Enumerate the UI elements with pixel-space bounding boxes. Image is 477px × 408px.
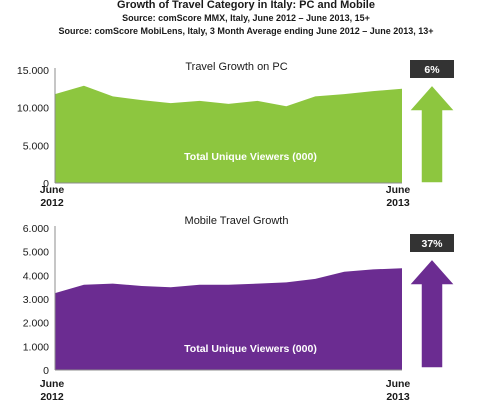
pc-growth-value: 6% bbox=[424, 64, 440, 76]
pc-data-point bbox=[343, 93, 345, 95]
pc-x-tick-label: 2012 bbox=[40, 197, 64, 209]
mobile-y-tick-label: 2.000 bbox=[23, 318, 49, 330]
mobile-data-point bbox=[343, 271, 345, 273]
pc-data-point bbox=[199, 100, 201, 102]
mobile-y-tick-label: 3.000 bbox=[23, 294, 49, 306]
pc-x-tick-label: June bbox=[386, 184, 411, 196]
mobile-data-point bbox=[285, 281, 287, 283]
pc-y-tick-label: 0 bbox=[43, 178, 49, 190]
pc-up-arrow-icon bbox=[407, 83, 457, 184]
pc-y-tick-label: 15.000 bbox=[17, 65, 49, 77]
pc-growth-badge bbox=[410, 60, 454, 78]
mobile-data-point bbox=[401, 267, 403, 269]
mobile-data-point bbox=[141, 285, 143, 287]
pc-data-point bbox=[285, 105, 287, 107]
mobile-data-point bbox=[372, 268, 374, 270]
mobile-data-point bbox=[170, 286, 172, 288]
mobile-y-tick-label: 6.000 bbox=[23, 223, 49, 235]
mobile-growth-value: 37% bbox=[421, 238, 443, 250]
mobile-area-label: Total Unique Viewers (000) bbox=[184, 343, 317, 355]
pc-x-tick-label: June bbox=[40, 184, 65, 196]
mobile-data-point bbox=[228, 284, 230, 286]
pc-x-tick-label: 2013 bbox=[386, 197, 410, 209]
pc-data-point bbox=[112, 95, 114, 97]
chart-source-pc: Source: comScore MMX, Italy, June 2012 –… bbox=[122, 13, 370, 23]
mobile-chart-title: Mobile Travel Growth bbox=[185, 215, 289, 227]
mobile-x-tick-label: 2012 bbox=[40, 391, 64, 403]
mobile-y-tick-label: 0 bbox=[43, 365, 49, 377]
chart-main-title: Growth of Travel Category in Italy: PC a… bbox=[117, 0, 375, 11]
mobile-x-tick-label: June bbox=[386, 378, 411, 390]
mobile-data-point bbox=[256, 283, 258, 285]
mobile-growth-badge bbox=[410, 234, 454, 252]
pc-data-point bbox=[401, 88, 403, 90]
pc-data-point bbox=[372, 90, 374, 92]
mobile-data-point bbox=[314, 278, 316, 280]
pc-area-label: Total Unique Viewers (000) bbox=[184, 151, 317, 163]
pc-y-tick-label: 10.000 bbox=[17, 103, 49, 115]
mobile-x-tick-label: June bbox=[40, 378, 65, 390]
pc-data-point bbox=[228, 103, 230, 105]
pc-data-point bbox=[141, 99, 143, 101]
mobile-area-series bbox=[55, 268, 402, 370]
mobile-y-tick-label: 1.000 bbox=[23, 341, 49, 353]
mobile-x-tick-label: 2013 bbox=[386, 391, 410, 403]
chart-source-mobile: Source: comScore MobiLens, Italy, 3 Mont… bbox=[58, 26, 433, 36]
mobile-data-point bbox=[83, 284, 85, 286]
mobile-data-point bbox=[199, 284, 201, 286]
pc-data-point bbox=[83, 85, 85, 87]
mobile-y-tick-label: 5.000 bbox=[23, 247, 49, 259]
pc-data-point bbox=[256, 100, 258, 102]
mobile-up-arrow-icon bbox=[407, 257, 457, 369]
pc-y-tick-label: 5.000 bbox=[23, 140, 49, 152]
pc-data-point bbox=[170, 102, 172, 104]
pc-data-point bbox=[314, 95, 316, 97]
mobile-data-point bbox=[112, 283, 114, 285]
pc-area-series bbox=[55, 85, 402, 183]
pc-chart-title: Travel Growth on PC bbox=[185, 61, 287, 73]
mobile-y-tick-label: 4.000 bbox=[23, 270, 49, 282]
